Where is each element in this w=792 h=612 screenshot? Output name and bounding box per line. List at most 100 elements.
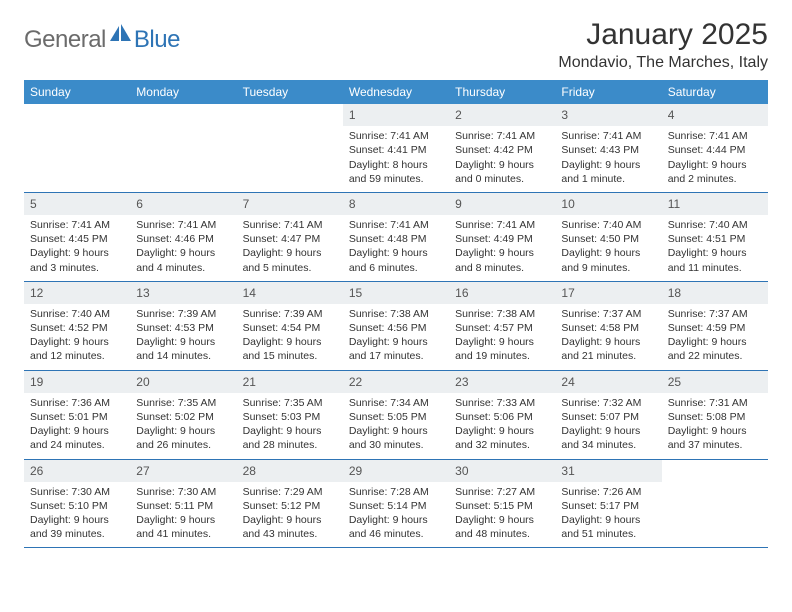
day-cell: 12Sunrise: 7:40 AMSunset: 4:52 PMDayligh… bbox=[24, 282, 130, 370]
day-body: Sunrise: 7:41 AMSunset: 4:41 PMDaylight:… bbox=[343, 126, 449, 192]
sunset-text: Sunset: 4:49 PM bbox=[455, 232, 549, 246]
sunrise-text: Sunrise: 7:35 AM bbox=[136, 396, 230, 410]
day-body: Sunrise: 7:32 AMSunset: 5:07 PMDaylight:… bbox=[555, 393, 661, 459]
day-number: 19 bbox=[24, 371, 130, 393]
day-header-sunday: Sunday bbox=[24, 80, 130, 104]
week-row: 1Sunrise: 7:41 AMSunset: 4:41 PMDaylight… bbox=[24, 104, 768, 193]
daylight-text: Daylight: 9 hours and 22 minutes. bbox=[668, 335, 762, 363]
day-cell: 2Sunrise: 7:41 AMSunset: 4:42 PMDaylight… bbox=[449, 104, 555, 192]
day-body bbox=[237, 126, 343, 135]
day-cell: 11Sunrise: 7:40 AMSunset: 4:51 PMDayligh… bbox=[662, 193, 768, 281]
sunset-text: Sunset: 4:47 PM bbox=[243, 232, 337, 246]
day-cell: 13Sunrise: 7:39 AMSunset: 4:53 PMDayligh… bbox=[130, 282, 236, 370]
sunset-text: Sunset: 5:14 PM bbox=[349, 499, 443, 513]
daylight-text: Daylight: 9 hours and 8 minutes. bbox=[455, 246, 549, 274]
daylight-text: Daylight: 9 hours and 2 minutes. bbox=[668, 158, 762, 186]
week-row: 12Sunrise: 7:40 AMSunset: 4:52 PMDayligh… bbox=[24, 282, 768, 371]
day-cell: 6Sunrise: 7:41 AMSunset: 4:46 PMDaylight… bbox=[130, 193, 236, 281]
day-cell: 3Sunrise: 7:41 AMSunset: 4:43 PMDaylight… bbox=[555, 104, 661, 192]
daylight-text: Daylight: 9 hours and 43 minutes. bbox=[243, 513, 337, 541]
day-number: 11 bbox=[662, 193, 768, 215]
sunrise-text: Sunrise: 7:30 AM bbox=[30, 485, 124, 499]
sunset-text: Sunset: 4:57 PM bbox=[455, 321, 549, 335]
day-body: Sunrise: 7:38 AMSunset: 4:56 PMDaylight:… bbox=[343, 304, 449, 370]
day-cell: 17Sunrise: 7:37 AMSunset: 4:58 PMDayligh… bbox=[555, 282, 661, 370]
day-body: Sunrise: 7:37 AMSunset: 4:58 PMDaylight:… bbox=[555, 304, 661, 370]
calendar-page: General Blue January 2025 Mondavio, The … bbox=[0, 0, 792, 548]
daylight-text: Daylight: 8 hours and 59 minutes. bbox=[349, 158, 443, 186]
sunset-text: Sunset: 5:10 PM bbox=[30, 499, 124, 513]
sunset-text: Sunset: 5:11 PM bbox=[136, 499, 230, 513]
day-cell: 9Sunrise: 7:41 AMSunset: 4:49 PMDaylight… bbox=[449, 193, 555, 281]
day-cell: 28Sunrise: 7:29 AMSunset: 5:12 PMDayligh… bbox=[237, 460, 343, 548]
day-header-thursday: Thursday bbox=[449, 80, 555, 104]
day-cell: 31Sunrise: 7:26 AMSunset: 5:17 PMDayligh… bbox=[555, 460, 661, 548]
day-cell: 14Sunrise: 7:39 AMSunset: 4:54 PMDayligh… bbox=[237, 282, 343, 370]
day-body: Sunrise: 7:37 AMSunset: 4:59 PMDaylight:… bbox=[662, 304, 768, 370]
sunset-text: Sunset: 4:52 PM bbox=[30, 321, 124, 335]
day-body: Sunrise: 7:31 AMSunset: 5:08 PMDaylight:… bbox=[662, 393, 768, 459]
day-cell bbox=[130, 104, 236, 192]
day-body: Sunrise: 7:29 AMSunset: 5:12 PMDaylight:… bbox=[237, 482, 343, 548]
day-number: 17 bbox=[555, 282, 661, 304]
day-cell: 16Sunrise: 7:38 AMSunset: 4:57 PMDayligh… bbox=[449, 282, 555, 370]
sunset-text: Sunset: 4:53 PM bbox=[136, 321, 230, 335]
sunrise-text: Sunrise: 7:38 AM bbox=[349, 307, 443, 321]
day-cell: 15Sunrise: 7:38 AMSunset: 4:56 PMDayligh… bbox=[343, 282, 449, 370]
day-cell: 5Sunrise: 7:41 AMSunset: 4:45 PMDaylight… bbox=[24, 193, 130, 281]
day-number: 1 bbox=[343, 104, 449, 126]
day-body: Sunrise: 7:39 AMSunset: 4:53 PMDaylight:… bbox=[130, 304, 236, 370]
daylight-text: Daylight: 9 hours and 17 minutes. bbox=[349, 335, 443, 363]
sunset-text: Sunset: 5:05 PM bbox=[349, 410, 443, 424]
daylight-text: Daylight: 9 hours and 19 minutes. bbox=[455, 335, 549, 363]
logo-text-general: General bbox=[24, 26, 106, 54]
day-number: 9 bbox=[449, 193, 555, 215]
day-body: Sunrise: 7:30 AMSunset: 5:11 PMDaylight:… bbox=[130, 482, 236, 548]
sunrise-text: Sunrise: 7:41 AM bbox=[455, 129, 549, 143]
day-header-monday: Monday bbox=[130, 80, 236, 104]
daylight-text: Daylight: 9 hours and 0 minutes. bbox=[455, 158, 549, 186]
sunrise-text: Sunrise: 7:35 AM bbox=[243, 396, 337, 410]
day-body: Sunrise: 7:35 AMSunset: 5:02 PMDaylight:… bbox=[130, 393, 236, 459]
day-body: Sunrise: 7:41 AMSunset: 4:46 PMDaylight:… bbox=[130, 215, 236, 281]
day-number: 20 bbox=[130, 371, 236, 393]
day-cell: 7Sunrise: 7:41 AMSunset: 4:47 PMDaylight… bbox=[237, 193, 343, 281]
day-cell bbox=[24, 104, 130, 192]
sunset-text: Sunset: 5:01 PM bbox=[30, 410, 124, 424]
sunset-text: Sunset: 4:59 PM bbox=[668, 321, 762, 335]
sunrise-text: Sunrise: 7:34 AM bbox=[349, 396, 443, 410]
day-body: Sunrise: 7:41 AMSunset: 4:43 PMDaylight:… bbox=[555, 126, 661, 192]
sunrise-text: Sunrise: 7:40 AM bbox=[30, 307, 124, 321]
day-cell: 24Sunrise: 7:32 AMSunset: 5:07 PMDayligh… bbox=[555, 371, 661, 459]
day-header-row: Sunday Monday Tuesday Wednesday Thursday… bbox=[24, 80, 768, 104]
day-number: 30 bbox=[449, 460, 555, 482]
day-body: Sunrise: 7:27 AMSunset: 5:15 PMDaylight:… bbox=[449, 482, 555, 548]
day-number: 16 bbox=[449, 282, 555, 304]
daylight-text: Daylight: 9 hours and 30 minutes. bbox=[349, 424, 443, 452]
day-number: 8 bbox=[343, 193, 449, 215]
week-row: 5Sunrise: 7:41 AMSunset: 4:45 PMDaylight… bbox=[24, 193, 768, 282]
day-body: Sunrise: 7:26 AMSunset: 5:17 PMDaylight:… bbox=[555, 482, 661, 548]
day-body: Sunrise: 7:41 AMSunset: 4:42 PMDaylight:… bbox=[449, 126, 555, 192]
day-number: 2 bbox=[449, 104, 555, 126]
day-header-wednesday: Wednesday bbox=[343, 80, 449, 104]
daylight-text: Daylight: 9 hours and 9 minutes. bbox=[561, 246, 655, 274]
day-number: 27 bbox=[130, 460, 236, 482]
day-number: 18 bbox=[662, 282, 768, 304]
day-header-friday: Friday bbox=[555, 80, 661, 104]
sunset-text: Sunset: 5:12 PM bbox=[243, 499, 337, 513]
sunset-text: Sunset: 5:03 PM bbox=[243, 410, 337, 424]
day-number: 10 bbox=[555, 193, 661, 215]
month-title: January 2025 bbox=[558, 18, 768, 52]
day-cell: 10Sunrise: 7:40 AMSunset: 4:50 PMDayligh… bbox=[555, 193, 661, 281]
daylight-text: Daylight: 9 hours and 46 minutes. bbox=[349, 513, 443, 541]
header: General Blue January 2025 Mondavio, The … bbox=[24, 18, 768, 72]
day-body: Sunrise: 7:41 AMSunset: 4:45 PMDaylight:… bbox=[24, 215, 130, 281]
day-cell: 30Sunrise: 7:27 AMSunset: 5:15 PMDayligh… bbox=[449, 460, 555, 548]
day-cell: 26Sunrise: 7:30 AMSunset: 5:10 PMDayligh… bbox=[24, 460, 130, 548]
sunrise-text: Sunrise: 7:32 AM bbox=[561, 396, 655, 410]
day-body: Sunrise: 7:28 AMSunset: 5:14 PMDaylight:… bbox=[343, 482, 449, 548]
day-number: 5 bbox=[24, 193, 130, 215]
sunset-text: Sunset: 5:17 PM bbox=[561, 499, 655, 513]
day-number: 24 bbox=[555, 371, 661, 393]
